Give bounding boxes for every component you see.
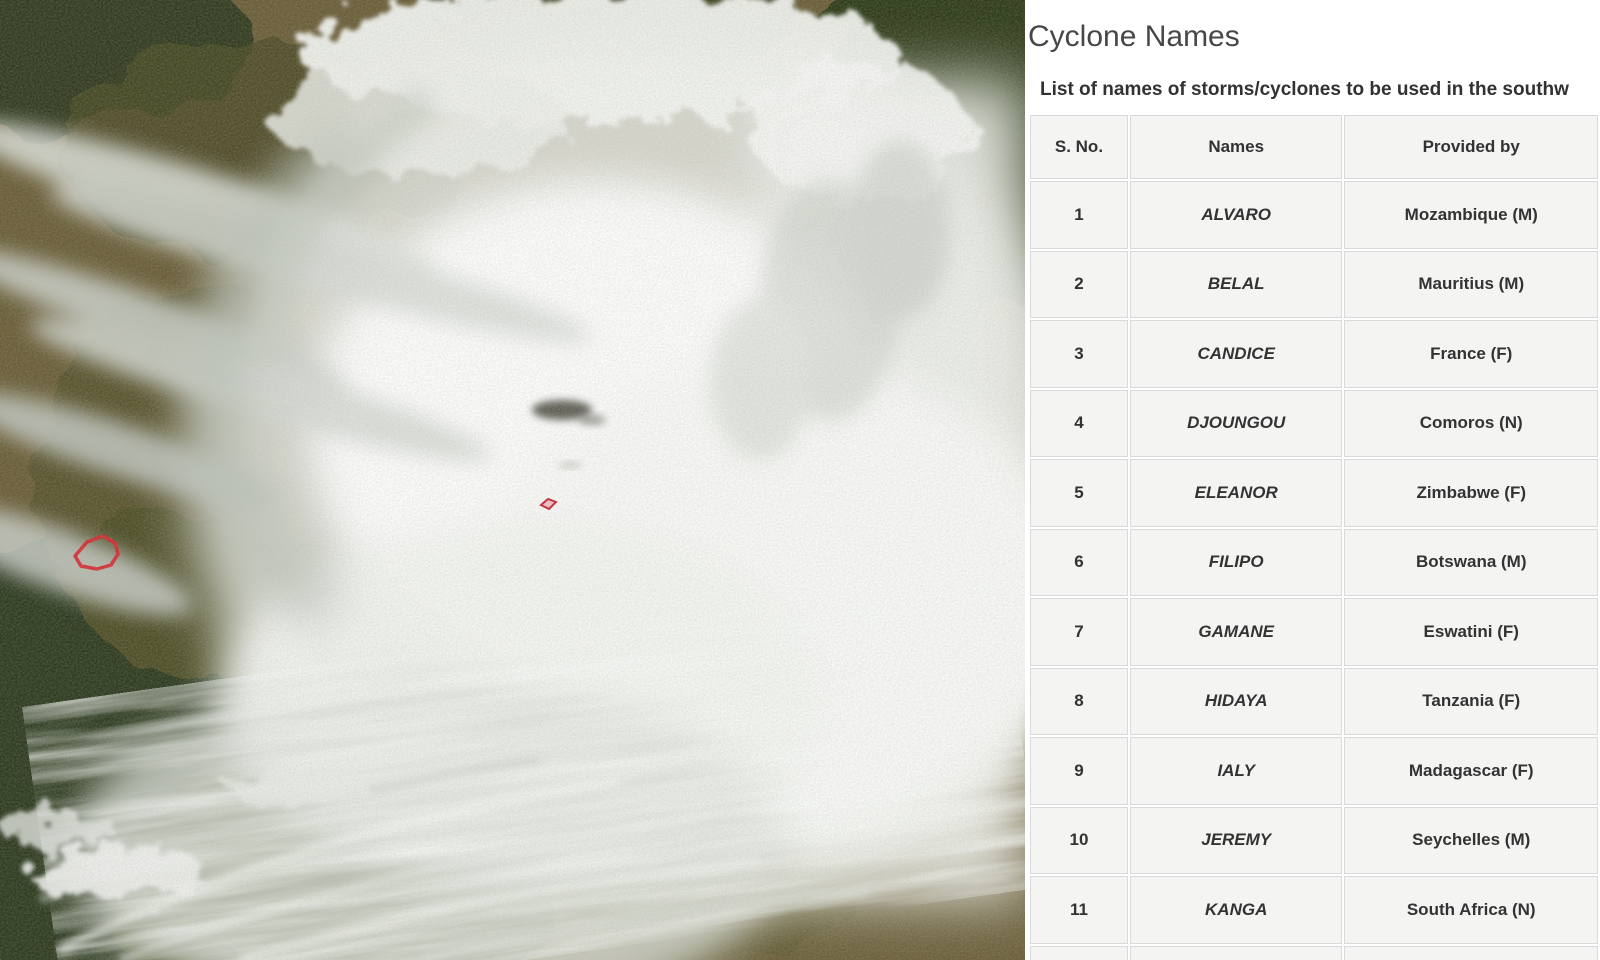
cyclone-names-table: S. No. Names Provided by 1 ALVARO Mozamb… <box>1028 113 1600 960</box>
cell-name: HIDAYA <box>1129 667 1343 735</box>
cell-name: BELAL <box>1129 250 1343 318</box>
cell-provided-by: Mozambique (M) <box>1344 181 1598 249</box>
satellite-cyclone-graphic <box>0 0 1025 960</box>
cell-provided-by: Zimbabwe (F) <box>1344 459 1598 527</box>
cell-provided-by: Seychelles (M) <box>1344 806 1598 874</box>
cell-name: CANDICE <box>1129 320 1343 388</box>
cell-provided-by: South Africa (N) <box>1344 876 1598 944</box>
cell-sno: 1 <box>1030 181 1128 249</box>
table-row: 6 FILIPO Botswana (M) <box>1030 528 1598 596</box>
cell-sno: 9 <box>1030 737 1128 805</box>
cell-provided-by: Botswana (M) <box>1344 528 1598 596</box>
table-row: 12 LUDZI Malawi (N) <box>1030 945 1598 960</box>
cell-sno: 2 <box>1030 250 1128 318</box>
column-header-provided-by: Provided by <box>1344 115 1598 179</box>
cell-provided-by: Comoros (N) <box>1344 389 1598 457</box>
cell-provided-by: Tanzania (F) <box>1344 667 1598 735</box>
cell-provided-by: Malawi (N) <box>1344 945 1598 960</box>
cell-name: GAMANE <box>1129 598 1343 666</box>
cell-sno: 4 <box>1030 389 1128 457</box>
cell-name: DJOUNGOU <box>1129 389 1343 457</box>
cell-name: ALVARO <box>1129 181 1343 249</box>
table-row: 5 ELEANOR Zimbabwe (F) <box>1030 459 1598 527</box>
table-row: 3 CANDICE France (F) <box>1030 320 1598 388</box>
cell-name: FILIPO <box>1129 528 1343 596</box>
page-title: Cyclone Names <box>1028 20 1240 53</box>
cell-name: IALY <box>1129 737 1343 805</box>
column-header-sno: S. No. <box>1030 115 1128 179</box>
cell-provided-by: Eswatini (F) <box>1344 598 1598 666</box>
table-row: 4 DJOUNGOU Comoros (N) <box>1030 389 1598 457</box>
cell-name: KANGA <box>1129 876 1343 944</box>
table-row: 9 IALY Madagascar (F) <box>1030 737 1598 805</box>
cell-name: LUDZI <box>1129 945 1343 960</box>
table-row: 8 HIDAYA Tanzania (F) <box>1030 667 1598 735</box>
page-subtitle: List of names of storms/cyclones to be u… <box>1040 79 1569 100</box>
cell-name: JEREMY <box>1129 806 1343 874</box>
cyclone-names-panel: Cyclone Names List of names of storms/cy… <box>1025 0 1600 960</box>
table-header-row: S. No. Names Provided by <box>1030 115 1598 179</box>
table-row: 7 GAMANE Eswatini (F) <box>1030 598 1598 666</box>
column-header-names: Names <box>1129 115 1343 179</box>
cell-name: ELEANOR <box>1129 459 1343 527</box>
cell-sno: 7 <box>1030 598 1128 666</box>
table-row: 10 JEREMY Seychelles (M) <box>1030 806 1598 874</box>
grain-overlay <box>0 0 1025 960</box>
cell-provided-by: France (F) <box>1344 320 1598 388</box>
cell-sno: 6 <box>1030 528 1128 596</box>
cell-sno: 10 <box>1030 806 1128 874</box>
cell-sno: 8 <box>1030 667 1128 735</box>
table-row: 11 KANGA South Africa (N) <box>1030 876 1598 944</box>
cell-sno: 5 <box>1030 459 1128 527</box>
cell-provided-by: Mauritius (M) <box>1344 250 1598 318</box>
cell-provided-by: Madagascar (F) <box>1344 737 1598 805</box>
satellite-image <box>0 0 1025 960</box>
table-row: 1 ALVARO Mozambique (M) <box>1030 181 1598 249</box>
cell-sno: 12 <box>1030 945 1128 960</box>
cell-sno: 11 <box>1030 876 1128 944</box>
table-row: 2 BELAL Mauritius (M) <box>1030 250 1598 318</box>
cell-sno: 3 <box>1030 320 1128 388</box>
